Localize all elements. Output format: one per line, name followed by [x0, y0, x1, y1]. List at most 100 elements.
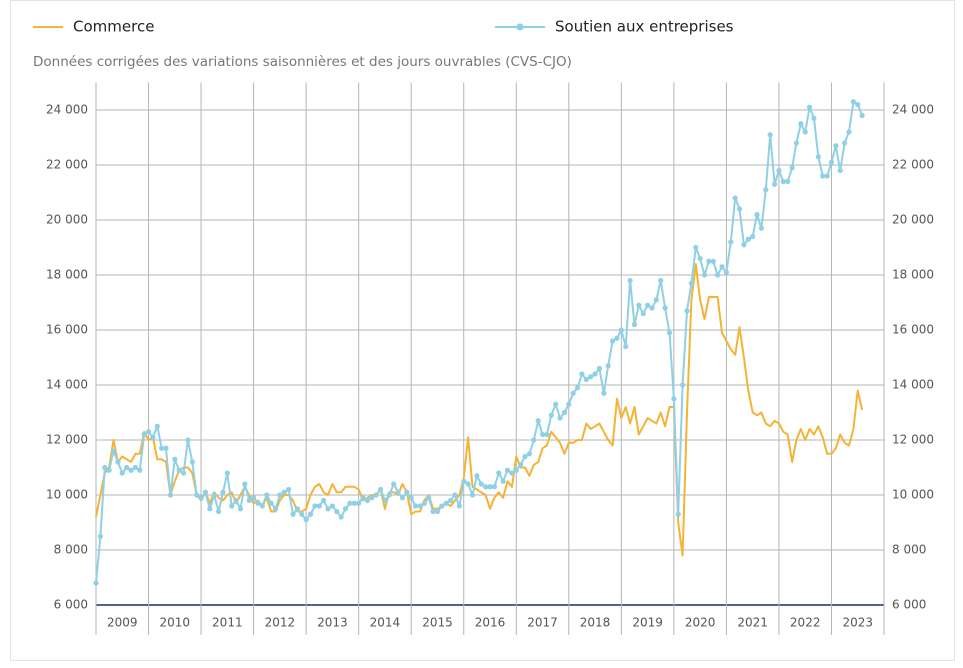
data-point — [224, 470, 230, 476]
data-point — [430, 508, 436, 515]
data-point — [255, 500, 261, 506]
data-point — [763, 187, 769, 193]
data-point — [198, 495, 204, 501]
data-point — [115, 459, 121, 465]
x-tick-label: 2021 — [737, 616, 768, 630]
data-point — [750, 233, 756, 240]
x-tick-label: 2009 — [107, 616, 138, 630]
y2-tick-label: 22 000 — [892, 158, 934, 172]
data-point — [391, 481, 397, 487]
data-point — [828, 159, 835, 165]
data-point — [561, 409, 568, 416]
y-tick-label: 8 000 — [54, 543, 88, 557]
data-point — [132, 464, 138, 471]
data-point — [312, 503, 318, 509]
chart-subtitle: Données corrigées des variations saisonn… — [33, 54, 572, 70]
data-point — [325, 506, 331, 512]
data-point — [307, 511, 314, 517]
data-point — [570, 390, 576, 396]
data-point — [434, 508, 441, 515]
y-tick-label: 18 000 — [46, 268, 88, 282]
data-point — [802, 129, 808, 135]
data-point — [662, 305, 668, 311]
data-point — [741, 242, 747, 248]
x-tick-label: 2011 — [212, 616, 243, 630]
data-point — [417, 503, 423, 509]
data-point — [811, 115, 817, 121]
data-point — [356, 500, 362, 506]
data-point — [237, 506, 244, 512]
data-point — [627, 277, 633, 284]
y-tick-label: 20 000 — [46, 213, 88, 227]
data-point — [697, 255, 703, 262]
data-point — [97, 533, 103, 539]
data-point — [426, 495, 432, 501]
data-point — [141, 431, 147, 438]
data-point — [211, 492, 217, 498]
x-tick-label: 2023 — [842, 616, 873, 630]
data-point — [172, 456, 178, 462]
data-point — [605, 363, 611, 369]
data-point — [421, 500, 427, 506]
y2-tick-label: 14 000 — [892, 378, 934, 392]
data-point — [443, 500, 449, 506]
data-point — [93, 580, 99, 586]
data-point — [229, 503, 235, 509]
data-point — [574, 385, 581, 391]
data-point — [767, 132, 773, 138]
data-point — [137, 467, 143, 473]
x-tick-label: 2010 — [160, 616, 191, 630]
y-tick-label: 12 000 — [46, 433, 88, 447]
data-point — [579, 371, 585, 377]
data-point — [399, 495, 406, 501]
data-point — [736, 206, 743, 212]
data-point — [719, 264, 725, 270]
data-point — [452, 492, 458, 498]
series-line — [95, 100, 864, 584]
data-point — [833, 143, 839, 149]
data-point — [798, 121, 804, 127]
data-point — [837, 167, 843, 174]
data-point — [286, 486, 292, 493]
data-point — [504, 467, 511, 473]
data-point — [588, 374, 594, 380]
data-point — [658, 277, 664, 284]
data-point — [351, 500, 357, 506]
data-point — [596, 365, 603, 372]
series-line — [95, 263, 864, 557]
data-point — [614, 335, 620, 341]
data-point — [583, 376, 589, 383]
data-point — [176, 467, 182, 473]
data-point — [680, 382, 686, 388]
y2-tick-label: 12 000 — [892, 433, 934, 447]
x-tick-label: 2013 — [317, 616, 348, 630]
data-point — [448, 497, 454, 504]
data-point — [321, 497, 327, 504]
data-point — [535, 418, 541, 424]
data-point — [776, 167, 782, 174]
x-tick-label: 2015 — [422, 616, 453, 630]
data-point — [513, 467, 519, 473]
data-point — [338, 514, 344, 520]
data-point — [645, 302, 651, 308]
data-point — [544, 431, 550, 438]
data-point — [710, 258, 716, 264]
data-point — [159, 445, 165, 451]
data-point — [745, 236, 751, 242]
data-point — [439, 503, 445, 509]
data-point — [846, 129, 852, 135]
data-point — [754, 211, 760, 218]
data-point — [233, 497, 239, 504]
data-point — [539, 431, 546, 438]
data-point — [618, 327, 624, 333]
data-point — [671, 396, 677, 402]
data-point — [364, 497, 371, 504]
y2-tick-label: 20 000 — [892, 213, 934, 227]
data-point — [299, 511, 305, 517]
data-point — [666, 330, 673, 336]
x-tick-label: 2018 — [580, 616, 611, 630]
data-point — [277, 492, 283, 498]
data-point — [859, 112, 865, 119]
data-point — [207, 506, 213, 512]
data-point — [264, 492, 270, 498]
